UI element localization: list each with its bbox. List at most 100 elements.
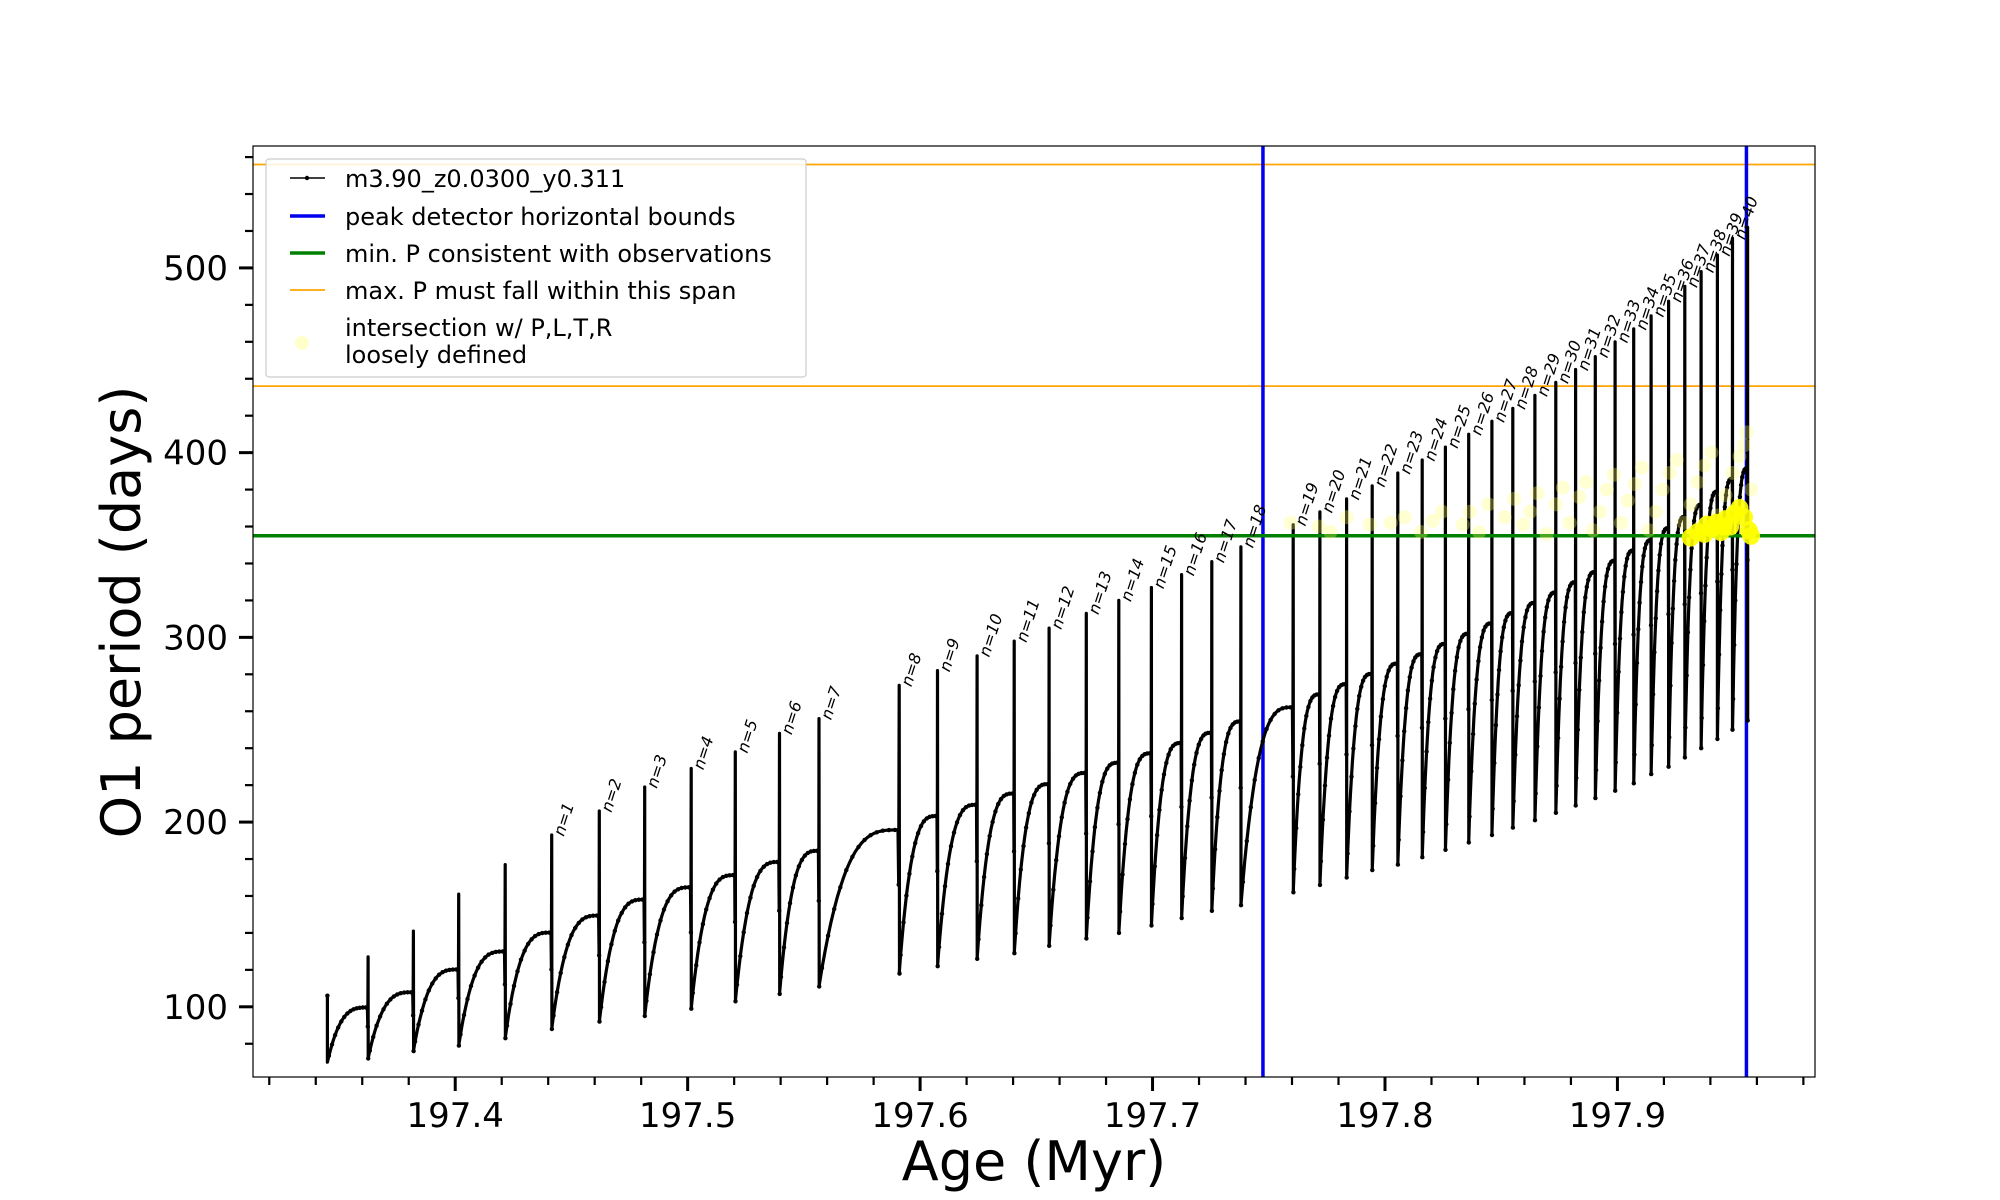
series-point [1666, 612, 1671, 617]
series-point [1296, 792, 1301, 797]
series-point [1624, 556, 1630, 561]
series-point [1355, 706, 1360, 712]
intersection-point-loose [1506, 491, 1521, 506]
series-point [1730, 696, 1736, 702]
series-point [1592, 569, 1597, 575]
intersection-point-loose [1425, 513, 1440, 528]
series-point [597, 1019, 602, 1024]
series-point [1650, 692, 1656, 697]
series-point [777, 908, 782, 913]
series-point [1718, 607, 1723, 613]
series-point [1150, 901, 1155, 907]
series-point [1083, 831, 1089, 836]
series-point [360, 1005, 365, 1010]
series-point [957, 812, 963, 818]
series-point [1316, 692, 1321, 697]
series-point [1575, 727, 1581, 732]
series-point [1740, 475, 1745, 480]
x-tick-label: 197.8 [1336, 1096, 1433, 1136]
intersection-point-loose [1562, 515, 1577, 530]
series-point [1665, 526, 1670, 531]
series-point [1634, 660, 1640, 666]
series-point [1584, 584, 1590, 590]
series-point [529, 937, 534, 942]
series-point [612, 928, 617, 934]
series-point [1700, 662, 1706, 668]
series-point [976, 937, 981, 942]
series-point [1466, 707, 1471, 712]
series-point [732, 919, 738, 925]
series-point [1724, 485, 1730, 490]
series-point [1092, 824, 1098, 830]
series-point [1496, 667, 1502, 673]
series-point [1420, 855, 1425, 860]
series-point [856, 844, 861, 850]
series-point [1411, 659, 1416, 664]
series-point [1658, 541, 1664, 546]
series-point [921, 819, 927, 824]
series-point [377, 1014, 383, 1019]
series-point [436, 972, 442, 977]
series-point [1344, 752, 1349, 757]
series-point [602, 979, 607, 985]
series-point [1047, 943, 1052, 948]
series-point [1082, 770, 1087, 776]
series-point [1034, 787, 1039, 792]
series-point [1523, 615, 1528, 620]
series-point [565, 942, 571, 947]
series-point [1117, 909, 1123, 914]
series-point [1179, 915, 1184, 921]
series-point [1371, 843, 1376, 848]
series-point [661, 907, 667, 912]
series-point [1084, 936, 1089, 941]
series-point [1380, 696, 1386, 702]
intersection-point-loose [1613, 515, 1628, 530]
series-point [1574, 775, 1579, 781]
series-point [1011, 849, 1017, 854]
series-point [500, 949, 505, 954]
series-point [1102, 771, 1108, 777]
series-point [1641, 553, 1646, 558]
series-point [1396, 837, 1401, 842]
series-point [1732, 642, 1737, 648]
intersection-point-loose [1744, 482, 1759, 497]
series-point [1601, 599, 1606, 604]
series-point [802, 853, 808, 858]
series-point [1168, 746, 1174, 752]
series-point [1378, 714, 1384, 719]
series-point [850, 854, 855, 859]
series-point [651, 950, 656, 955]
intersection-point-loose [1555, 480, 1570, 495]
series-point [410, 1013, 416, 1018]
series-point [1328, 716, 1334, 721]
series-point [1535, 744, 1540, 749]
series-point [915, 831, 921, 836]
series-point [897, 971, 902, 976]
series-point [724, 873, 729, 878]
series-point [819, 965, 825, 971]
series-point [1514, 714, 1520, 719]
series-point [1702, 619, 1707, 624]
intersection-point-loose [1599, 482, 1614, 497]
series-point [609, 942, 614, 947]
series-point [1343, 681, 1348, 687]
series-point [1688, 567, 1693, 572]
series-point [690, 990, 695, 996]
series-point [1715, 736, 1720, 742]
series-point [1149, 814, 1154, 819]
series-point [727, 873, 732, 878]
series-point [777, 991, 782, 997]
series-point [636, 897, 641, 902]
series-point [1370, 867, 1375, 873]
series-point [987, 833, 992, 839]
series-point [1737, 494, 1743, 500]
series-point [1294, 825, 1299, 831]
series-point [1470, 731, 1476, 737]
series-point [332, 1032, 338, 1038]
series-point [1272, 711, 1277, 717]
series-point [365, 1024, 370, 1029]
series-point [1516, 683, 1521, 688]
series-point [1681, 514, 1687, 520]
series-point [1427, 696, 1433, 701]
legend-swatch-intersection [295, 336, 309, 350]
